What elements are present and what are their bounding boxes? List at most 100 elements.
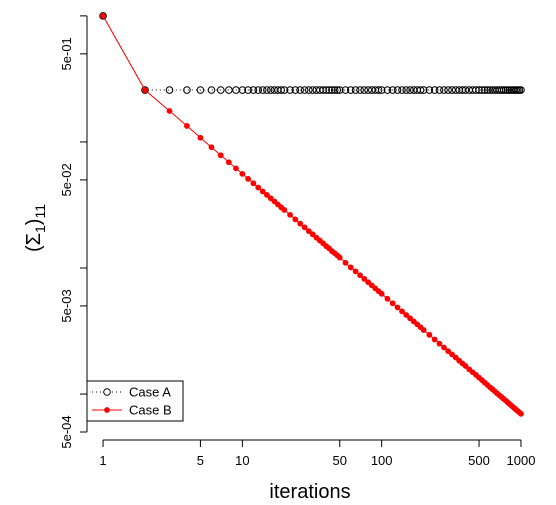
x-tick-label: 10 <box>235 453 249 468</box>
point <box>217 152 224 159</box>
point <box>394 304 401 311</box>
series-line <box>102 15 521 91</box>
point <box>300 86 309 94</box>
point <box>249 86 258 94</box>
point <box>245 175 252 182</box>
point <box>333 86 342 94</box>
point <box>207 86 216 94</box>
point <box>399 308 405 315</box>
legend-marker <box>104 407 110 413</box>
point <box>328 86 336 94</box>
point <box>403 312 410 318</box>
point <box>497 86 506 94</box>
point <box>486 86 494 94</box>
point <box>165 86 174 94</box>
point <box>452 354 459 361</box>
point <box>301 224 308 231</box>
point <box>305 228 312 235</box>
point <box>384 295 391 302</box>
y-label-part: (Σ <box>23 233 45 252</box>
point <box>277 86 285 94</box>
point <box>351 86 360 94</box>
point <box>388 86 397 94</box>
point <box>305 86 313 94</box>
point <box>407 315 414 322</box>
point <box>267 195 274 202</box>
point <box>360 86 369 94</box>
point <box>297 220 304 227</box>
point <box>449 351 455 358</box>
y-tick-label: 5e-02 <box>59 163 74 196</box>
point <box>330 86 339 94</box>
point <box>296 86 304 94</box>
y-label-part: ) <box>23 219 45 226</box>
point <box>184 123 190 129</box>
y-tick-label: 5e-04 <box>59 415 74 448</box>
point <box>441 344 447 351</box>
point <box>499 86 508 94</box>
point <box>462 363 469 369</box>
point <box>250 180 257 187</box>
point <box>281 206 288 213</box>
point <box>475 86 483 94</box>
point <box>308 86 317 94</box>
point <box>436 340 443 347</box>
point <box>501 86 510 94</box>
point <box>374 86 383 94</box>
point <box>383 86 392 94</box>
point <box>341 86 350 94</box>
point <box>100 12 106 19</box>
point <box>244 86 252 94</box>
y-axis-label: (Σ1)11 <box>23 204 48 252</box>
point <box>292 216 299 223</box>
point <box>335 86 344 94</box>
point <box>445 348 452 355</box>
point <box>342 259 349 266</box>
point <box>406 86 414 94</box>
point <box>435 86 444 94</box>
point <box>208 144 215 151</box>
point <box>263 192 270 198</box>
point <box>378 290 385 297</box>
x-tick-label: 100 <box>371 453 393 468</box>
point <box>286 86 294 94</box>
point <box>263 86 271 94</box>
point <box>398 86 406 94</box>
point <box>238 86 247 94</box>
point <box>361 275 368 282</box>
point <box>259 188 266 195</box>
point <box>291 86 300 94</box>
point <box>336 254 343 261</box>
point <box>239 170 246 177</box>
point <box>420 327 427 333</box>
point <box>258 86 267 94</box>
point <box>461 86 470 94</box>
point <box>287 211 293 218</box>
point <box>416 86 425 94</box>
y-tick-label: 5e-01 <box>59 37 74 70</box>
point <box>472 86 480 94</box>
point <box>99 12 107 20</box>
point <box>254 86 263 94</box>
x-axis-label: iterations <box>269 481 350 503</box>
point <box>402 86 410 94</box>
point <box>448 86 456 94</box>
point <box>426 331 433 338</box>
point <box>309 231 316 238</box>
point <box>183 86 191 94</box>
x-tick-label: 50 <box>332 453 346 468</box>
point <box>478 86 486 94</box>
point <box>377 86 386 94</box>
legend-label: Case A <box>129 385 171 400</box>
legend-label: Case B <box>129 403 172 418</box>
x-tick-label: 500 <box>468 453 490 468</box>
series-line <box>102 15 522 415</box>
point <box>216 86 225 94</box>
point <box>440 86 448 94</box>
point <box>481 86 489 94</box>
point <box>483 86 492 94</box>
x-tick-label: 5 <box>197 453 204 468</box>
point <box>365 279 372 286</box>
x-tick-label: 1 <box>99 453 106 468</box>
